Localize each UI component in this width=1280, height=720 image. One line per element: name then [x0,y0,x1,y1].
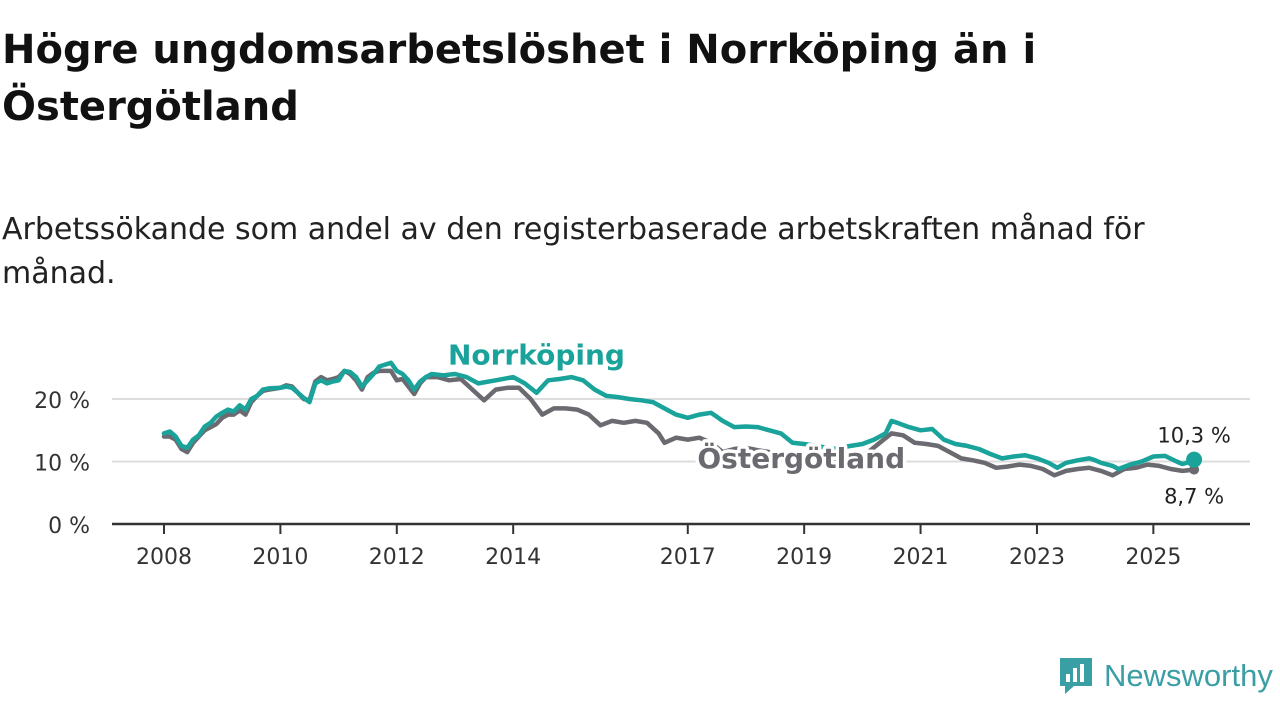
x-tick-label: 2012 [369,545,425,570]
y-tick-label: 10 % [34,452,90,477]
gridlines [112,398,1250,463]
series-labels: Norrköping Östergötland 10,3 % 8,7 % [444,335,1233,511]
x-tick-label: 2017 [660,545,716,570]
x-tick-label: 2021 [893,545,949,570]
end-label-norrkoping: 10,3 % [1157,424,1230,448]
x-tick-label: 2019 [776,545,832,570]
x-tick-label: 2008 [136,545,192,570]
series-label-ostergotland: Östergötland [697,441,905,475]
x-tick-label: 2014 [485,545,541,570]
y-tick-label: 20 % [34,389,90,414]
series-label-norrkoping: Norrköping [448,339,625,372]
brand-name: Newsworthy [1104,658,1273,693]
axes: 0 % 10 % 20 % 2008 2010 2012 2014 2017 2019 2021 2… [34,389,1250,570]
x-tick-label: 2010 [252,545,308,570]
end-point-norrkoping [1186,451,1203,468]
chart-subtitle: Arbetssökande som andel av den registerb… [2,212,1145,291]
end-label-ostergotland: 8,7 % [1164,485,1224,509]
series-line-norrkoping [161,360,1197,472]
brand: Newsworthy [1058,654,1273,698]
chart-title: Högre ungdomsarbetslöshet i Norrköping ä… [2,27,1037,130]
x-tick-label: 2023 [1009,545,1065,570]
y-tick-label: 0 % [48,514,90,539]
series-lines [161,360,1203,478]
line-chart: 0 % 10 % 20 % 2008 2010 2012 2014 2017 2019 2021 2… [34,335,1250,570]
x-tick-label: 2025 [1125,545,1181,570]
newsworthy-logo-icon [1060,658,1092,694]
